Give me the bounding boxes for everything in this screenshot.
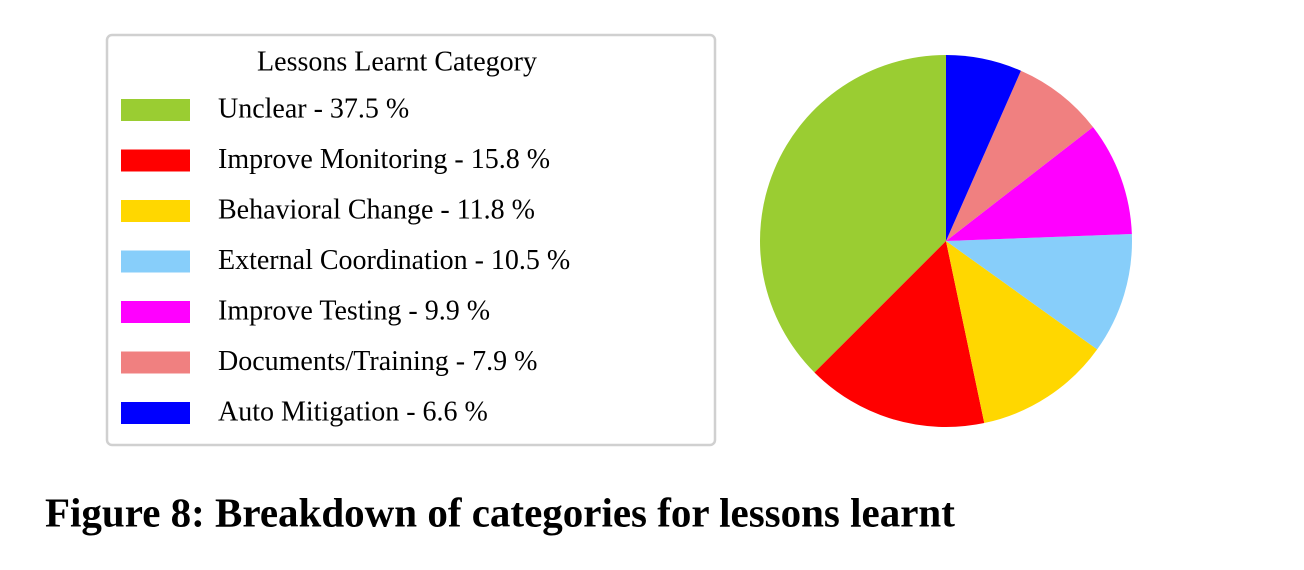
caption: Figure 8: Breakdown of categories for le… bbox=[45, 489, 955, 535]
pie-slice bbox=[946, 126, 1132, 241]
legend-swatch bbox=[121, 149, 190, 172]
legend-title: Lessons Learnt Category bbox=[257, 46, 537, 77]
legend-swatch bbox=[121, 402, 190, 424]
pie-slice bbox=[814, 241, 985, 427]
legend-swatch bbox=[121, 200, 190, 222]
legend-label: Improve Monitoring - 15.8 % bbox=[218, 144, 550, 175]
legend-swatch bbox=[121, 351, 190, 374]
legend-label: Improve Testing - 9.9 % bbox=[218, 295, 490, 326]
legend-label: Unclear - 37.5 % bbox=[218, 93, 409, 124]
pie-slice bbox=[946, 233, 1132, 350]
legend-label: Behavioral Change - 11.8 % bbox=[218, 194, 535, 225]
legend-swatch bbox=[121, 99, 190, 121]
pie-slice bbox=[946, 70, 1093, 242]
legend-swatch bbox=[121, 250, 190, 273]
pie-slice bbox=[946, 241, 1098, 424]
pie-slice bbox=[759, 55, 946, 373]
legend-box bbox=[105, 33, 717, 447]
legend-swatch bbox=[121, 301, 190, 323]
legend-label: Auto Mitigation - 6.6 % bbox=[218, 396, 488, 427]
pie-slice bbox=[946, 55, 1021, 241]
legend-label: External Coordination - 10.5 % bbox=[218, 245, 570, 276]
legend-label: Documents/Training - 7.9 % bbox=[218, 346, 537, 377]
